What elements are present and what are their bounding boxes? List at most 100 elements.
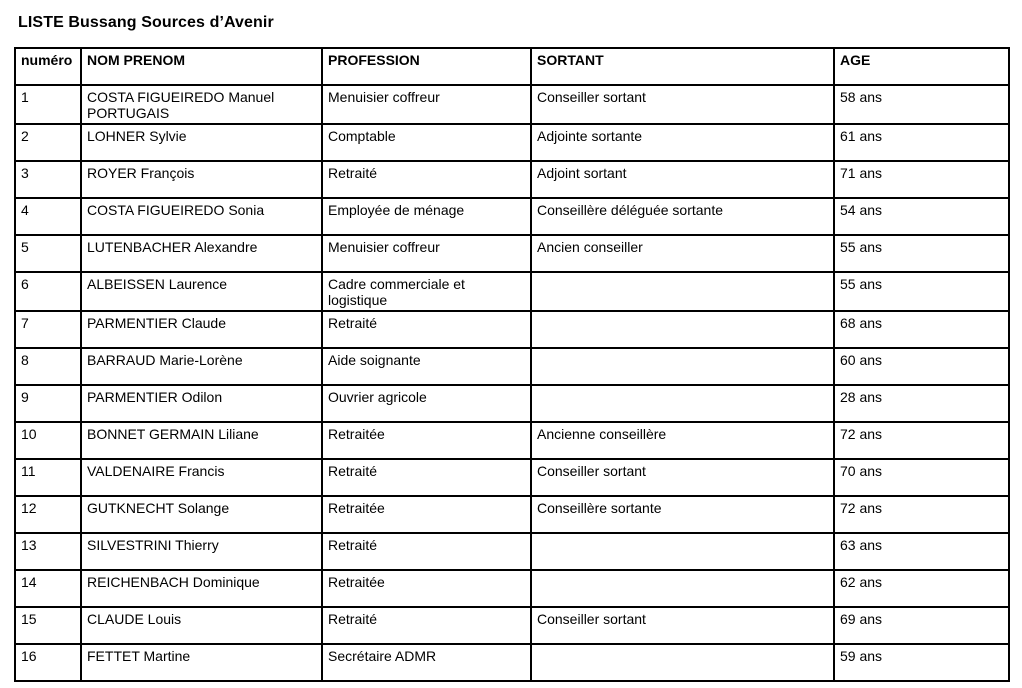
cell-age: 62 ans [833,569,1010,609]
cell-sortant [530,310,835,350]
cell-profession: Retraité [321,532,532,572]
table-header: numéro NOM PRENOM PROFESSION SORTANT AGE [14,47,1010,86]
cell-sortant: Conseillère déléguée sortante [530,197,835,237]
cell-nom: SILVESTRINI Thierry [80,532,323,572]
page-title: LISTE Bussang Sources d’Avenir [18,14,274,31]
cell-age: 72 ans [833,421,1010,461]
cell-profession: Retraité [321,458,532,498]
cell-age: 28 ans [833,384,1010,424]
header-nom-prenom: NOM PRENOM [80,47,323,86]
cell-sortant: Conseiller sortant [530,606,835,646]
cell-age: 63 ans [833,532,1010,572]
cell-sortant [530,271,835,313]
cell-profession: Retraitée [321,421,532,461]
table-row: 7 PARMENTIER Claude Retraité 68 ans [14,310,1010,350]
cell-age: 71 ans [833,160,1010,200]
cell-profession: Retraité [321,160,532,200]
candidates-table: numéro NOM PRENOM PROFESSION SORTANT AGE… [14,47,1010,683]
cell-sortant [530,347,835,387]
table-row: 8 BARRAUD Marie-Lorène Aide soignante 60 an… [14,347,1010,387]
cell-age: 55 ans [833,271,1010,313]
cell-sortant [530,384,835,424]
table-row: 4 COSTA FIGUEIREDO Sonia Employée de ménag… [14,197,1010,237]
cell-age: 54 ans [833,197,1010,237]
cell-numero: 13 [14,532,82,572]
cell-numero: 10 [14,421,82,461]
cell-numero: 7 [14,310,82,350]
table-row: 5 LUTENBACHER Alexandre Menuisier coffreur… [14,234,1010,274]
cell-numero: 15 [14,606,82,646]
cell-numero: 2 [14,123,82,163]
cell-numero: 3 [14,160,82,200]
table-row: 14 REICHENBACH Dominique Retraitée 62 ans [14,569,1010,609]
header-profession: PROFESSION [321,47,532,86]
cell-age: 69 ans [833,606,1010,646]
cell-age: 60 ans [833,347,1010,387]
cell-nom: COSTA FIGUEIREDO Sonia [80,197,323,237]
cell-numero: 14 [14,569,82,609]
cell-profession: Cadre commerciale et logistique [321,271,532,313]
cell-numero: 6 [14,271,82,313]
cell-nom: ROYER François [80,160,323,200]
cell-nom: VALDENAIRE Francis [80,458,323,498]
cell-nom: PARMENTIER Odilon [80,384,323,424]
cell-nom: BONNET GERMAIN Liliane [80,421,323,461]
cell-nom: PARMENTIER Claude [80,310,323,350]
cell-profession: Menuisier coffreur [321,83,532,126]
cell-sortant [530,532,835,572]
cell-nom: GUTKNECHT Solange [80,495,323,535]
cell-numero: 16 [14,643,82,683]
cell-nom: FETTET Martine [80,643,323,683]
cell-profession: Retraitée [321,569,532,609]
header-sortant: SORTANT [530,47,835,86]
cell-profession: Employée de ménage [321,197,532,237]
cell-nom: CLAUDE Louis [80,606,323,646]
table-row: 1 COSTA FIGUEIREDO Manuel PORTUGAIS Menuis… [14,83,1010,126]
cell-nom: LUTENBACHER Alexandre [80,234,323,274]
cell-numero: 11 [14,458,82,498]
cell-nom: BARRAUD Marie-Lorène [80,347,323,387]
cell-numero: 9 [14,384,82,424]
table-row: 13 SILVESTRINI Thierry Retraité 63 ans [14,532,1010,572]
cell-numero: 12 [14,495,82,535]
cell-sortant: Adjoint sortant [530,160,835,200]
cell-nom: REICHENBACH Dominique [80,569,323,609]
cell-sortant: Conseiller sortant [530,83,835,126]
cell-profession: Menuisier coffreur [321,234,532,274]
table-row: 11 VALDENAIRE Francis Retraité Conseiller s… [14,458,1010,498]
header-row: numéro NOM PRENOM PROFESSION SORTANT AGE [14,47,1010,86]
cell-profession: Comptable [321,123,532,163]
cell-nom: ALBEISSEN Laurence [80,271,323,313]
table-row: 12 GUTKNECHT Solange Retraitée Conseillère … [14,495,1010,535]
cell-age: 59 ans [833,643,1010,683]
table-row: 3 ROYER François Retraité Adjoint sortant 71… [14,160,1010,200]
header-numero: numéro [14,47,82,86]
table-row: 9 PARMENTIER Odilon Ouvrier agricole 28 ans [14,384,1010,424]
table-row: 15 CLAUDE Louis Retraité Conseiller sortant… [14,606,1010,646]
cell-age: 72 ans [833,495,1010,535]
cell-profession: Secrétaire ADMR [321,643,532,683]
cell-age: 70 ans [833,458,1010,498]
cell-sortant: Adjointe sortante [530,123,835,163]
cell-numero: 8 [14,347,82,387]
cell-numero: 4 [14,197,82,237]
table-body: 1 COSTA FIGUEIREDO Manuel PORTUGAIS Menuis… [14,83,1010,683]
table-row: 2 LOHNER Sylvie Comptable Adjointe sortante… [14,123,1010,163]
cell-sortant: Conseiller sortant [530,458,835,498]
table-row: 6 ALBEISSEN Laurence Cadre commerciale et … [14,271,1010,313]
table-row: 10 BONNET GERMAIN Liliane Retraitée Ancienn… [14,421,1010,461]
cell-nom: COSTA FIGUEIREDO Manuel PORTUGAIS [80,83,323,126]
cell-profession: Aide soignante [321,347,532,387]
cell-sortant: Ancien conseiller [530,234,835,274]
cell-profession: Retraité [321,606,532,646]
cell-sortant: Ancienne conseillère [530,421,835,461]
cell-profession: Retraité [321,310,532,350]
cell-age: 55 ans [833,234,1010,274]
header-age: AGE [833,47,1010,86]
cell-numero: 5 [14,234,82,274]
table-row: 16 FETTET Martine Secrétaire ADMR 59 ans [14,643,1010,683]
cell-sortant [530,643,835,683]
cell-nom: LOHNER Sylvie [80,123,323,163]
cell-age: 68 ans [833,310,1010,350]
